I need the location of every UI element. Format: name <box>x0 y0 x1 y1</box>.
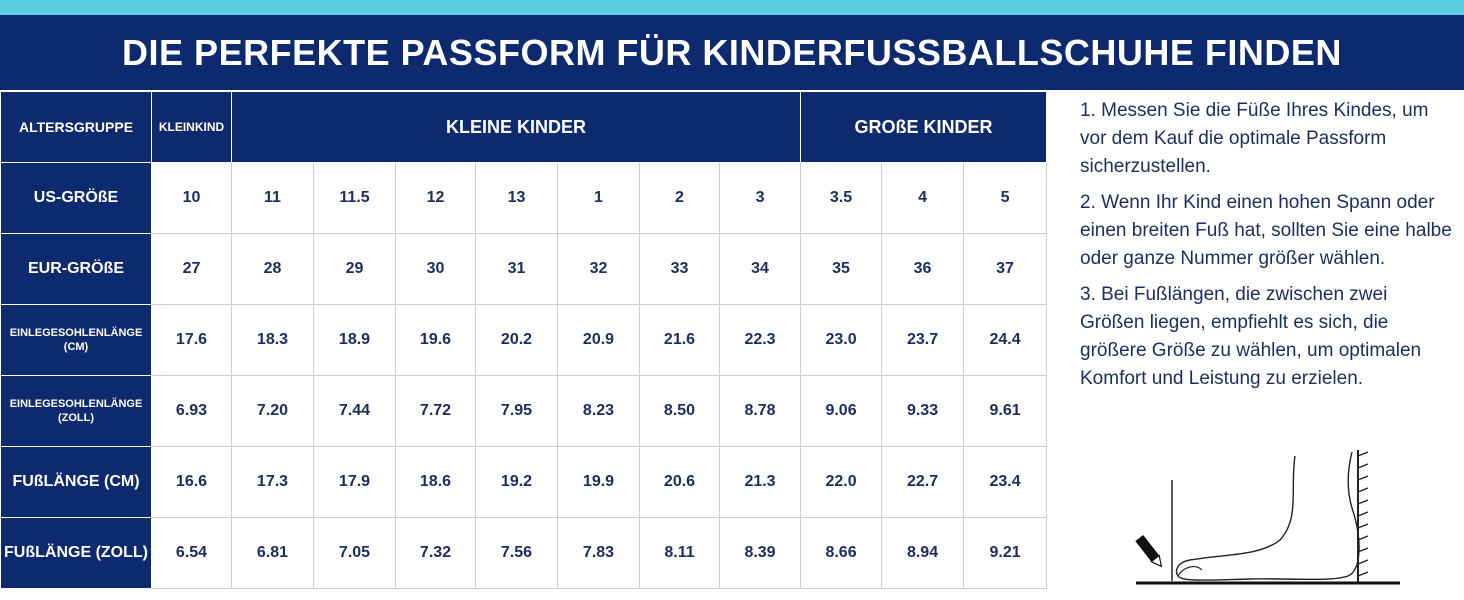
table-row: EINLEGESOHLENLÄNGE (CM) 17.6 18.3 18.9 19.6 2… <box>0 304 1048 376</box>
table-cell: 22.7 <box>881 446 965 518</box>
table-cell: 19.2 <box>475 446 558 518</box>
table-cell: 11 <box>231 162 314 234</box>
table-cell: 3.5 <box>800 162 883 234</box>
table-cell: 7.56 <box>475 517 558 589</box>
table-cell: 8.78 <box>718 375 802 447</box>
table-cell: 3 <box>718 162 802 234</box>
table-cell: 1 <box>557 162 640 234</box>
table-cell: 21.6 <box>639 304 720 376</box>
table-cell: 22.0 <box>800 446 883 518</box>
table-row: EUR-GRÖßE 27 28 29 30 31 32 33 34 35 36 37 <box>0 233 1048 305</box>
table-cell: 8.23 <box>557 375 640 447</box>
header-group-1: KLEINE KINDER <box>230 91 802 163</box>
table-cell: 20.2 <box>475 304 558 376</box>
table-cell: 37 <box>963 233 1048 305</box>
table-row: FUßLÄNGE (ZOLL) 6.54 6.81 7.05 7.32 7.56 7.83 8… <box>0 517 1048 589</box>
table-cell: 11.5 <box>313 162 396 234</box>
table-cell: 6.93 <box>151 375 232 447</box>
table-cell: 6.54 <box>151 517 232 589</box>
table-cell: 17.9 <box>313 446 396 518</box>
table-cell: 6.81 <box>231 517 314 589</box>
table-cell: 22.3 <box>718 304 802 376</box>
table-cell: 34 <box>718 233 802 305</box>
table-cell: 27 <box>151 233 232 305</box>
table-cell: 30 <box>395 233 476 305</box>
table-cell: 29 <box>313 233 396 305</box>
row-label: EINLEGESOHLENLÄNGE (ZOLL) <box>0 375 152 447</box>
table-cell: 35 <box>800 233 883 305</box>
table-cell: 8.11 <box>639 517 720 589</box>
table-row: US-GRÖßE 10 11 11.5 12 13 1 2 3 3.5 4 5 <box>0 162 1048 234</box>
table-cell: 23.4 <box>963 446 1048 518</box>
table-cell: 7.32 <box>395 517 476 589</box>
table-header-row: ALTERSGRUPPE KLEINKIND KLEINE KINDER GROßE … <box>0 91 1048 163</box>
page-title: DIE PERFEKTE PASSFORM FÜR KINDERFUSSBALL… <box>122 31 1342 73</box>
title-bar: DIE PERFEKTE PASSFORM FÜR KINDERFUSSBALL… <box>0 15 1464 90</box>
size-chart-table: ALTERSGRUPPE KLEINKIND KLEINE KINDER GROßE … <box>0 91 1048 589</box>
table-cell: 7.72 <box>395 375 476 447</box>
instructions-panel: 1. Messen Sie die Füße Ihres Kindes, um … <box>1080 97 1452 401</box>
header-group-2: GROßE KINDER <box>800 91 1048 163</box>
table-cell: 8.94 <box>881 517 965 589</box>
row-label: FUßLÄNGE (CM) <box>0 446 152 518</box>
table-cell: 20.9 <box>557 304 640 376</box>
table-cell: 9.33 <box>881 375 965 447</box>
table-cell: 9.06 <box>800 375 883 447</box>
table-cell: 2 <box>639 162 720 234</box>
instruction-item: 2. Wenn Ihr Kind einen hohen Spann oder … <box>1080 192 1452 269</box>
row-label: US-GRÖßE <box>0 162 152 234</box>
table-cell: 28 <box>231 233 314 305</box>
table-cell: 13 <box>475 162 558 234</box>
table-cell: 10 <box>151 162 232 234</box>
header-group-0: KLEINKIND <box>151 91 232 163</box>
table-cell: 31 <box>475 233 558 305</box>
table-cell: 19.9 <box>557 446 640 518</box>
table-cell: 24.4 <box>963 304 1048 376</box>
table-cell: 17.3 <box>231 446 314 518</box>
instruction-item: 1. Messen Sie die Füße Ihres Kindes, um … <box>1080 100 1429 177</box>
table-cell: 23.7 <box>881 304 965 376</box>
row-label: EUR-GRÖßE <box>0 233 152 305</box>
table-cell: 17.6 <box>151 304 232 376</box>
table-cell: 19.6 <box>395 304 476 376</box>
table-cell: 8.39 <box>718 517 802 589</box>
table-cell: 7.05 <box>313 517 396 589</box>
instruction-item: 3. Bei Fußlängen, die zwischen zwei Größ… <box>1080 284 1422 389</box>
table-cell: 8.50 <box>639 375 720 447</box>
row-label: EINLEGESOHLENLÄNGE (CM) <box>0 304 152 376</box>
table-cell: 4 <box>881 162 965 234</box>
table-row: FUßLÄNGE (CM) 16.6 17.3 17.9 18.6 19.2 19.9 20.… <box>0 446 1048 518</box>
table-cell: 18.3 <box>231 304 314 376</box>
table-cell: 20.6 <box>639 446 720 518</box>
table-cell: 5 <box>963 162 1048 234</box>
table-cell: 32 <box>557 233 640 305</box>
table-cell: 36 <box>881 233 965 305</box>
table-cell: 7.95 <box>475 375 558 447</box>
table-cell: 7.83 <box>557 517 640 589</box>
table-cell: 12 <box>395 162 476 234</box>
table-cell: 9.21 <box>963 517 1048 589</box>
table-cell: 9.61 <box>963 375 1048 447</box>
table-cell: 33 <box>639 233 720 305</box>
foot-measuring-icon <box>1135 450 1400 585</box>
table-cell: 21.3 <box>718 446 802 518</box>
top-accent-strip <box>0 0 1464 15</box>
table-cell: 23.0 <box>800 304 883 376</box>
table-row: EINLEGESOHLENLÄNGE (ZOLL) 6.93 7.20 7.44 7.7… <box>0 375 1048 447</box>
table-cell: 7.44 <box>313 375 396 447</box>
header-age-group: ALTERSGRUPPE <box>0 91 152 163</box>
table-cell: 8.66 <box>800 517 883 589</box>
table-cell: 16.6 <box>151 446 232 518</box>
table-cell: 18.9 <box>313 304 396 376</box>
table-cell: 18.6 <box>395 446 476 518</box>
table-cell: 7.20 <box>231 375 314 447</box>
row-label: FUßLÄNGE (ZOLL) <box>0 517 152 589</box>
